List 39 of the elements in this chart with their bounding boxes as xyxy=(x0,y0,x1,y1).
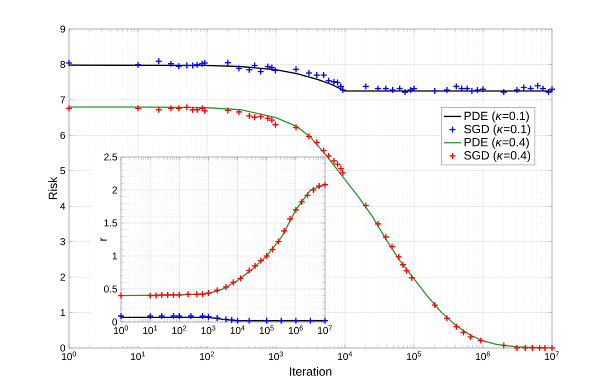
x-tick-label: 10$^{0}$ xyxy=(62,352,76,360)
x-tick-label: 10$^{7}$ xyxy=(318,326,332,334)
x-tick-label: 10$^{3}$ xyxy=(201,326,216,334)
y-tick-label: 1 xyxy=(112,252,118,260)
legend-label: SGD (κ=0.4) xyxy=(464,150,530,162)
y-tick-label: 8 xyxy=(60,60,66,68)
y-tick-label: 0 xyxy=(60,344,66,352)
x-tick-label: 10$^{6}$ xyxy=(476,352,490,360)
y-tick-label: 2.5 xyxy=(104,153,118,161)
x-tick-label: 10$^{1}$ xyxy=(143,326,158,334)
y-tick-label: 2 xyxy=(112,186,117,194)
legend-label: SGD (κ=0.1) xyxy=(464,124,530,136)
x-tick-label: 10$^{1}$ xyxy=(131,352,145,360)
legend-label: PDE (κ=0.1) xyxy=(464,111,529,122)
x-tick-label: 10$^{7}$ xyxy=(545,352,559,360)
y-tick-label: 0 xyxy=(112,318,118,326)
x-axis-title: Iteration xyxy=(290,366,332,376)
y-tick-label: 7 xyxy=(60,96,65,104)
y-tick-label: 1 xyxy=(60,309,66,316)
y-tick-label: 2 xyxy=(60,274,65,281)
y-axis-title: Risk xyxy=(48,176,58,200)
x-tick-label: 10$^{2}$ xyxy=(172,326,186,334)
x-tick-label: 10$^{5}$ xyxy=(260,326,274,334)
y-tick-label: 1.5 xyxy=(104,220,118,226)
x-tick-label: 10$^{4}$ xyxy=(230,326,245,334)
y-tick-label: 5 xyxy=(60,167,66,174)
legend-label: PDE (κ=0.4) xyxy=(464,138,529,149)
y-axis-title: r xyxy=(100,238,107,241)
x-tick-label: 10$^{3}$ xyxy=(269,352,283,360)
x-tick-label: 10$^{2}$ xyxy=(200,352,214,360)
y-tick-label: 3 xyxy=(60,238,66,246)
y-tick-label: 6 xyxy=(60,132,66,139)
x-tick-label: 10$^{4}$ xyxy=(338,352,352,360)
x-tick-label: 10$^{0}$ xyxy=(114,326,128,334)
y-tick-label: 0.5 xyxy=(104,285,118,293)
y-tick-label: 9 xyxy=(60,25,66,33)
y-tick-label: 4 xyxy=(60,202,66,210)
x-tick-label: 10$^{6}$ xyxy=(288,326,303,334)
x-tick-label: 10$^{5}$ xyxy=(407,352,421,360)
